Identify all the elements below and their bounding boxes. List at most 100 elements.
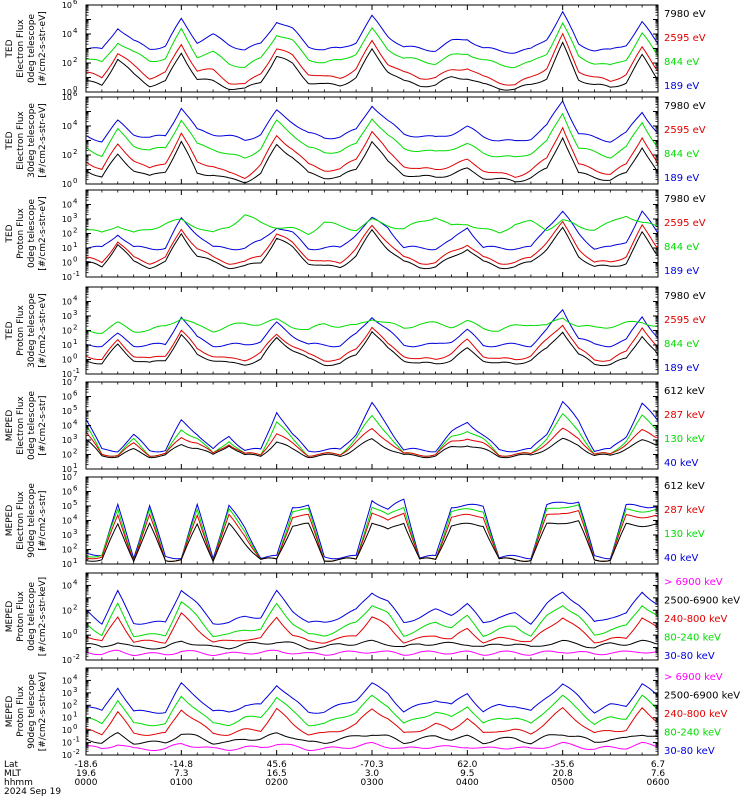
- ytick-label: 10: [62, 1, 72, 10]
- x-tick-value: 0400: [456, 778, 479, 788]
- x-row-label: Lat: [4, 760, 19, 770]
- panel-traces: [86, 100, 658, 184]
- channel-label: 2595 eV: [664, 125, 706, 136]
- ytick-label: 10: [62, 244, 72, 253]
- series-line: [86, 732, 658, 745]
- ytick-exponent: 0: [73, 177, 77, 185]
- ytick-label: 10: [62, 517, 72, 526]
- series-line: [86, 520, 658, 563]
- ylabel-line: 90deg telescope: [27, 674, 37, 749]
- ytick-label: 10: [62, 341, 72, 350]
- channel-label: 7980 eV: [664, 291, 706, 302]
- ytick-exponent: 1: [73, 711, 77, 719]
- channel-legend: 7980 eV 2595 eV 844 eV 189 eV: [664, 101, 706, 184]
- x-tick-value: 6.7: [651, 760, 665, 770]
- ylabel-line: [#/cm2-s-str-keV]: [38, 577, 48, 656]
- date-label: 2024 Sep 19: [4, 787, 61, 797]
- x-tick-value: 0500: [551, 778, 574, 788]
- channel-label: 7980 eV: [664, 9, 706, 20]
- ytick-exponent: -1: [73, 270, 80, 278]
- ylabel-line: [#/cm2-s-str-eV]: [38, 103, 48, 178]
- channel-label: 287 keV: [664, 410, 705, 421]
- ytick-label: 10: [62, 714, 72, 723]
- channel-label: 844 eV: [664, 339, 699, 350]
- series-line: [86, 427, 658, 457]
- ylabel-line: Electron Flux: [16, 111, 26, 170]
- panel-traces: [86, 10, 658, 91]
- ytick-label: 10: [62, 407, 72, 416]
- channel-legend: > 6900 keV 2500-6900 keV 240-800 keV 80-240…: [664, 577, 740, 662]
- channel-legend: > 6900 keV 2500-6900 keV 240-800 keV 80-240…: [664, 672, 740, 757]
- ytick-exponent: -2: [73, 748, 80, 756]
- x-tick-value: 20.8: [553, 769, 573, 779]
- ytick-exponent: -2: [73, 653, 80, 661]
- ytick-exponent: 3: [73, 212, 77, 220]
- series-line: [86, 694, 658, 727]
- ytick-exponent: 1: [73, 338, 77, 346]
- ylabel-line: TED: [5, 131, 15, 150]
- ylabel-line: 30deg telescope: [27, 103, 37, 178]
- panel-ylabel: TED Electron Flux 0deg telescope [#/cm2-s-s…: [5, 11, 48, 86]
- x-tick-value: 0100: [170, 778, 193, 788]
- panel-frame: [85, 189, 659, 278]
- x-tick-value: 0200: [265, 778, 288, 788]
- panel-traces: [86, 308, 658, 367]
- panel-traces: [86, 400, 658, 459]
- series-line: [86, 210, 658, 251]
- panel-ylabel: MEPED Proton Flux 90deg telescope [#/cm2-s-…: [5, 672, 48, 751]
- panel-frame: [85, 286, 659, 375]
- ytick-exponent: -1: [73, 736, 80, 744]
- series-line: [86, 10, 658, 54]
- x-tick-value: 7.6: [651, 769, 666, 779]
- ytick-exponent: 6: [73, 0, 78, 6]
- series-line: [86, 707, 658, 736]
- ylabel-line: 0deg telescope: [27, 582, 37, 652]
- series-line: [86, 639, 658, 650]
- flux-panel-6: MEPED Electron Flux 90deg telescope [#/cm2-…: [5, 470, 705, 569]
- channel-label: 130 keV: [664, 529, 705, 540]
- channel-label: 844 eV: [664, 57, 699, 68]
- ytick-exponent: 6: [73, 485, 78, 493]
- ylabel-line: Electron Flux: [16, 19, 26, 78]
- ylabel-line: MEPED: [5, 696, 15, 728]
- panel-frame: [85, 381, 659, 470]
- series-line: [86, 220, 658, 265]
- ytick-exponent: 4: [73, 295, 78, 303]
- series-line: [86, 41, 658, 91]
- channel-legend: 612 keV 287 keV 130 keV 40 keV: [664, 481, 705, 564]
- series-line: [86, 112, 658, 159]
- ytick-label: 10: [62, 215, 72, 224]
- ytick-label: 10: [62, 739, 72, 748]
- channel-label: 30-80 keV: [664, 651, 715, 662]
- ytick-exponent: 4: [73, 578, 78, 586]
- channel-label: > 6900 keV: [664, 577, 723, 588]
- channel-legend: 7980 eV 2595 eV 844 eV 189 eV: [664, 291, 706, 374]
- ytick-label: 10: [62, 488, 72, 497]
- series-line: [86, 589, 658, 625]
- ytick-label: 10: [62, 451, 72, 460]
- series-line: [86, 308, 658, 348]
- ytick-exponent: 7: [73, 470, 77, 478]
- ytick-exponent: 0: [73, 256, 77, 264]
- ytick-label: 10: [62, 689, 72, 698]
- ytick-label: 10: [62, 312, 72, 321]
- x-tick-value: -35.6: [551, 760, 575, 770]
- channel-label: 40 keV: [664, 458, 698, 469]
- ytick-exponent: 3: [73, 686, 77, 694]
- ylabel-line: MEPED: [5, 410, 15, 442]
- ytick-exponent: 4: [73, 419, 78, 427]
- ylabel-line: [#/cm2-s-str-eV]: [38, 196, 48, 271]
- ytick-exponent: 2: [73, 603, 77, 611]
- series-line: [86, 649, 658, 657]
- channel-label: 240-800 keV: [664, 614, 728, 625]
- ytick-exponent: 0: [73, 353, 77, 361]
- ytick-label: 10: [62, 473, 72, 482]
- channel-legend: 612 keV 287 keV 130 keV 40 keV: [664, 386, 705, 469]
- flux-panel-1: TED Electron Flux 0deg telescope [#/cm2-s-s…: [5, 0, 706, 97]
- panel-traces: [86, 210, 658, 270]
- ytick-label: 10: [62, 751, 72, 760]
- ylabel-line: TED: [5, 224, 15, 243]
- ylabel-line: Proton Flux: [16, 208, 26, 259]
